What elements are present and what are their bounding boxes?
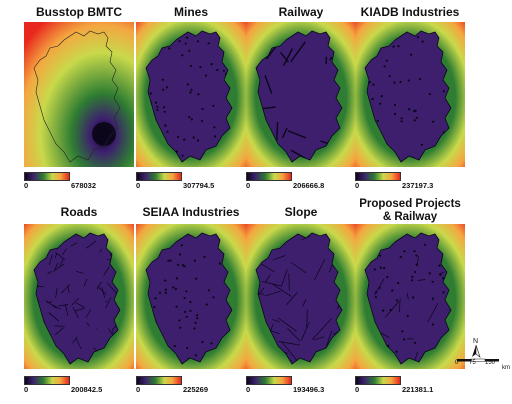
distance-map — [24, 22, 134, 167]
color-legend: 0 206666.8 — [246, 172, 356, 192]
panel-title-line-2: & Railway — [382, 211, 438, 223]
panel-title: KIADB Industries — [360, 5, 460, 19]
legend-max: 206666.8 — [293, 181, 325, 190]
distance-map — [24, 224, 134, 369]
distance-map — [246, 224, 356, 369]
distance-map — [355, 22, 465, 167]
legend-colorbar — [136, 376, 182, 385]
legend-max: 225269 — [183, 385, 209, 394]
legend-colorbar — [24, 172, 70, 181]
legend-min: 0 — [355, 385, 360, 394]
legend-max: 307794.5 — [183, 181, 215, 190]
panel-title: Proposed Projects & Railway — [335, 198, 485, 224]
legend-min: 0 — [136, 181, 141, 190]
legend-min: 0 — [355, 181, 360, 190]
color-legend: 0 678032 — [24, 172, 134, 192]
legend-max: 193496.3 — [293, 385, 325, 394]
panel-title: Railway — [278, 5, 324, 19]
panel-title: Busstop BMTC — [36, 5, 122, 19]
color-legend: 0 221381.1 — [355, 376, 465, 396]
legend-colorbar — [355, 172, 401, 181]
distance-map — [136, 224, 246, 369]
color-legend: 0 237197.3 — [355, 172, 465, 192]
color-legend: 0 307794.5 — [136, 172, 246, 192]
legend-colorbar — [246, 376, 292, 385]
panel-title: Mines — [173, 5, 208, 19]
color-legend: 0 193496.3 — [246, 376, 356, 396]
scale-label-75: 75 — [469, 360, 476, 366]
scale-unit: km — [502, 365, 510, 371]
legend-colorbar — [136, 172, 182, 181]
color-legend: 0 225269 — [136, 376, 246, 396]
legend-min: 0 — [24, 181, 29, 190]
color-legend: 0 200842.5 — [24, 376, 134, 396]
legend-max: 200842.5 — [71, 385, 103, 394]
legend-colorbar — [246, 172, 292, 181]
scale-bar: N 0 75 150 km — [452, 338, 512, 378]
panel-title: SEIAA Industries — [142, 205, 240, 219]
panel-title: Slope — [284, 205, 318, 219]
legend-min: 0 — [246, 385, 251, 394]
legend-colorbar — [24, 376, 70, 385]
legend-min: 0 — [246, 181, 251, 190]
legend-min: 0 — [136, 385, 141, 394]
scale-label-0: 0 — [455, 360, 459, 366]
distance-map — [246, 22, 356, 167]
north-arrow-icon — [457, 345, 499, 362]
panel-title-line-1: Proposed Projects — [359, 198, 461, 210]
distance-map — [355, 224, 465, 369]
distance-map — [136, 22, 246, 167]
legend-max: 678032 — [71, 181, 97, 190]
legend-max: 237197.3 — [402, 181, 434, 190]
legend-min: 0 — [24, 385, 29, 394]
north-label: N — [473, 338, 479, 345]
legend-max: 221381.1 — [402, 385, 434, 394]
panel-title: Roads — [60, 205, 98, 219]
scale-label-150: 150 — [485, 360, 496, 366]
legend-colorbar — [355, 376, 401, 385]
